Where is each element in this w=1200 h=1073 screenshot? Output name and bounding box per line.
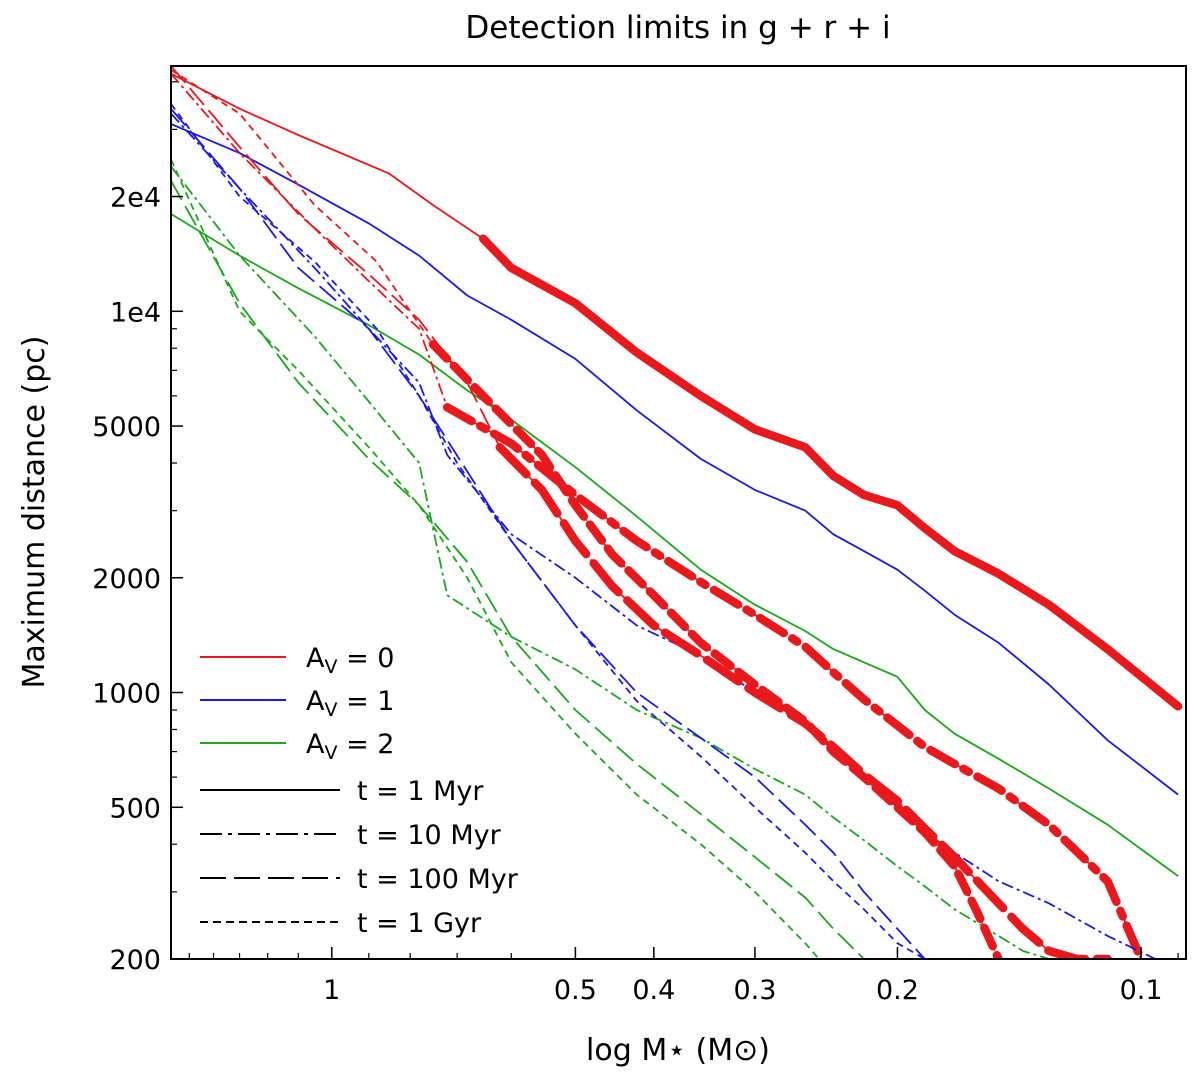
series-line (171, 213, 1179, 877)
x-tick-label: 0.2 (876, 975, 919, 1006)
series-line (171, 66, 501, 448)
series-line (171, 159, 820, 959)
x-tick-label: 0.5 (554, 975, 597, 1006)
series-line (171, 123, 1179, 796)
y-tick-label: 200 (109, 945, 161, 976)
y-tick-label: 2000 (92, 564, 161, 595)
y-tick-label: 1e4 (110, 297, 161, 328)
x-tick-label: 0.1 (1120, 975, 1163, 1006)
y-tick-label: 2e4 (110, 183, 161, 214)
legend-label: t = 100 Myr (357, 864, 519, 895)
series-line (171, 180, 865, 959)
y-tick-label: 1000 (92, 679, 161, 710)
x-axis-label: log M⋆ (M⊙) (586, 1033, 770, 1068)
series-layer (171, 66, 1183, 959)
x-tick-label: 0.3 (733, 975, 776, 1006)
legend-label: AV = 1 (306, 686, 394, 721)
x-tick-label: 1 (323, 975, 340, 1006)
y-axis: 200 500 1000 2000 5000 1e4 2e4 (92, 81, 183, 976)
legend-label: t = 1 Myr (357, 776, 484, 807)
series-line-overlay (446, 406, 1142, 959)
series-line (171, 108, 926, 959)
series-line-overlay (432, 343, 1000, 959)
plot-frame (170, 65, 1187, 960)
x-tick-label: 0.4 (632, 975, 675, 1006)
y-tick-label: 5000 (92, 412, 161, 443)
y-axis-label: Maximum distance (pc) (17, 336, 52, 689)
series-line (171, 103, 926, 959)
series-line (171, 72, 484, 240)
chart-title: Detection limits in g + r + i (465, 10, 890, 46)
x-axis: 1 0.5 0.4 0.3 0.2 0.1 (188, 947, 1179, 1006)
y-tick-label: 500 (109, 793, 161, 824)
series-line (171, 165, 1050, 959)
series-line (171, 69, 434, 345)
legend-label: AV = 0 (306, 643, 394, 678)
series-line (171, 73, 449, 408)
series-line-detectable (478, 234, 1183, 711)
series-line (171, 112, 1156, 959)
legend-label: t = 1 Gyr (357, 908, 482, 939)
series-line-detectable (442, 403, 1146, 959)
legend: AV = 0 AV = 1 AV = 2 t = 1 Myr t = 10 Myr t =… (200, 643, 519, 939)
legend-label: t = 10 Myr (357, 820, 502, 851)
legend-label: AV = 2 (306, 729, 394, 764)
